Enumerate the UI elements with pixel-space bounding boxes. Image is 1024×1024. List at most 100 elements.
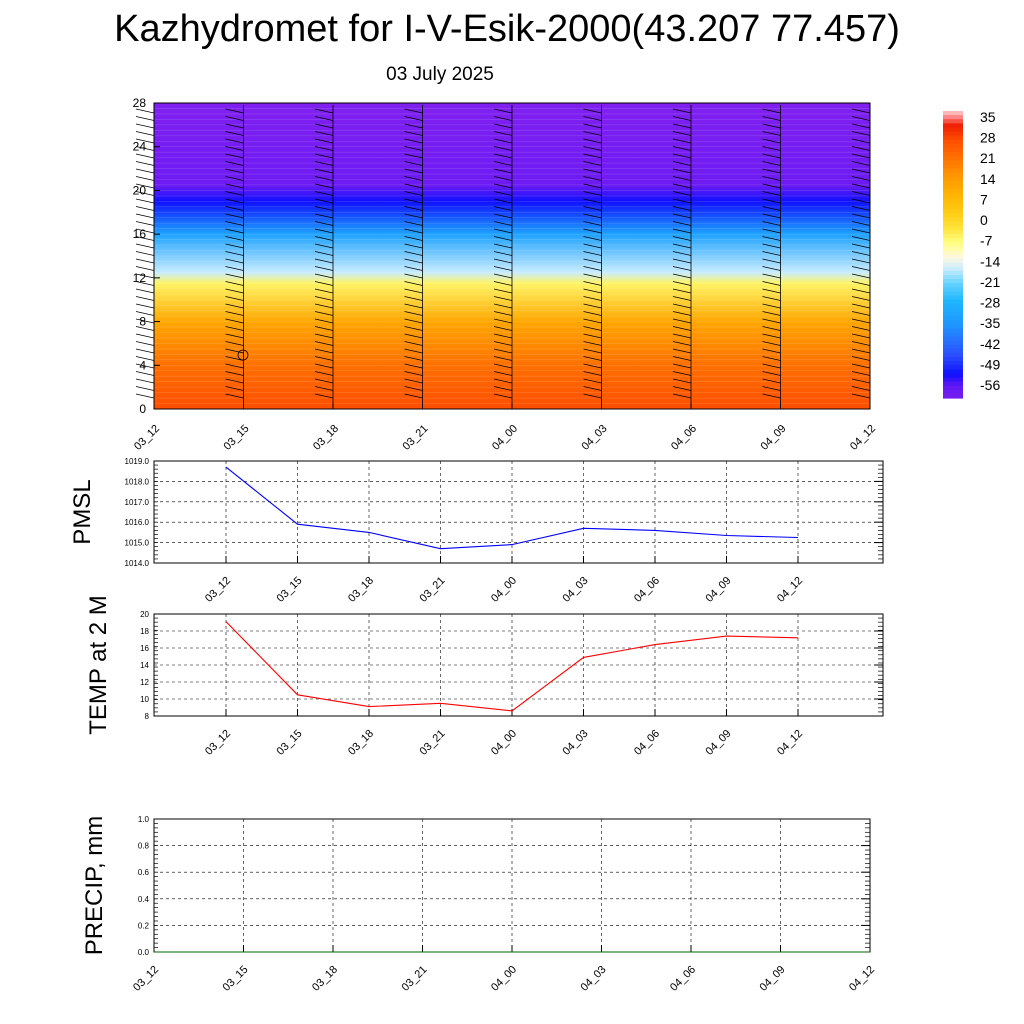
wind-barb bbox=[851, 371, 871, 376]
wind-barb bbox=[135, 123, 155, 129]
wind-barb bbox=[583, 363, 602, 369]
wind-barb bbox=[493, 311, 513, 316]
wind-barb bbox=[493, 228, 513, 234]
wind-barb bbox=[493, 236, 513, 241]
wind-barb bbox=[225, 251, 244, 256]
wind-barb bbox=[314, 281, 334, 286]
colorbar-swatch bbox=[943, 373, 963, 379]
wind-barb bbox=[851, 198, 871, 204]
wind-barb bbox=[135, 386, 155, 391]
wind-barb bbox=[404, 311, 423, 316]
chart-title: Kazhydromet for I-V-Esik-2000(43.207 77.… bbox=[114, 8, 900, 50]
wind-barb bbox=[493, 258, 513, 264]
wind-barb bbox=[583, 273, 602, 279]
x-tick-label: 04_09 bbox=[759, 423, 789, 453]
wind-barb bbox=[851, 393, 871, 399]
wind-barb bbox=[493, 356, 513, 361]
colorbar-swatch bbox=[943, 156, 963, 161]
wind-barb bbox=[762, 191, 781, 196]
wind-barb bbox=[225, 191, 244, 196]
wind-barb bbox=[762, 213, 781, 219]
colorbar-swatch bbox=[943, 164, 963, 169]
wind-barb bbox=[583, 236, 602, 241]
wind-barb bbox=[672, 273, 692, 279]
colorbar-swatch bbox=[943, 143, 963, 149]
x-tick-label: 03_15 bbox=[275, 575, 305, 605]
wind-barb bbox=[762, 273, 781, 279]
wind-barb bbox=[583, 123, 602, 129]
colorbar-label: 21 bbox=[980, 150, 996, 166]
wind-barb bbox=[672, 168, 692, 174]
colorbar-swatch bbox=[943, 303, 963, 309]
wind-barb bbox=[672, 386, 692, 391]
wind-barb bbox=[583, 371, 602, 376]
wind-barb bbox=[672, 198, 692, 204]
wind-barb bbox=[851, 108, 871, 114]
wind-barb bbox=[135, 221, 155, 226]
colorbar-swatch bbox=[943, 254, 963, 260]
wind-barb bbox=[493, 266, 513, 271]
colorbar-label: -35 bbox=[980, 315, 1000, 331]
wind-barb bbox=[851, 236, 871, 241]
wind-barb bbox=[851, 303, 871, 309]
wind-barb bbox=[493, 243, 513, 249]
x-tick-label: 04_00 bbox=[489, 964, 519, 994]
wind-barb bbox=[672, 371, 692, 376]
series-line bbox=[225, 621, 799, 712]
x-tick-label: 04_12 bbox=[847, 964, 877, 994]
wind-barb bbox=[314, 348, 334, 354]
y-tick-label: 8 bbox=[139, 315, 146, 329]
wind-barb bbox=[314, 153, 334, 159]
wind-barb bbox=[762, 348, 781, 354]
y-tick-label: 4 bbox=[139, 358, 146, 372]
wind-barb bbox=[672, 303, 692, 309]
wind-barb bbox=[135, 356, 155, 361]
wind-barb bbox=[404, 393, 423, 399]
colorbar: 35 28 21 14 7 0 -7 -14 -21 -28 -35 -42 -49 -56 bbox=[943, 109, 1000, 399]
wind-barb bbox=[851, 296, 871, 301]
wind-barb bbox=[404, 333, 423, 339]
colorbar-label: -49 bbox=[980, 356, 1000, 372]
wind-barb bbox=[225, 326, 244, 331]
wind-barb bbox=[225, 213, 244, 219]
wind-barb bbox=[135, 243, 155, 249]
wind-barb bbox=[135, 108, 155, 114]
colorbar-swatch bbox=[943, 135, 963, 141]
wind-barb bbox=[225, 123, 244, 129]
wind-barb bbox=[135, 311, 155, 316]
wind-barb bbox=[493, 393, 513, 399]
wind-barb bbox=[314, 326, 334, 331]
wind-barb bbox=[762, 386, 781, 391]
colorbar-swatch bbox=[943, 344, 963, 350]
wind-barb bbox=[583, 288, 602, 294]
wind-barb bbox=[762, 258, 781, 264]
colorbar-swatch bbox=[943, 270, 963, 276]
wind-barb bbox=[404, 183, 423, 189]
colorbar-swatch bbox=[943, 176, 963, 182]
x-tick-label: 04_00 bbox=[490, 423, 520, 453]
wind-barb bbox=[135, 348, 155, 354]
wind-barb bbox=[135, 168, 155, 174]
wind-barb bbox=[583, 161, 602, 166]
wind-barb bbox=[135, 326, 155, 331]
temperature-panel: 8 10 12 14 16 18 20 03_12 03_15 03_18 03_21 04_00 04… bbox=[85, 595, 884, 758]
wind-barb bbox=[493, 161, 513, 166]
wind-barb bbox=[314, 206, 334, 211]
wind-barb bbox=[583, 153, 602, 159]
colorbar-swatch bbox=[943, 152, 963, 157]
wind-barb bbox=[672, 131, 692, 136]
wind-barb bbox=[314, 183, 334, 189]
y-tick-label: 1.0 bbox=[138, 815, 150, 824]
wind-barb bbox=[404, 153, 423, 159]
wind-barb bbox=[851, 146, 871, 151]
wind-barb bbox=[493, 348, 513, 354]
wind-barb bbox=[493, 191, 513, 196]
wind-barb bbox=[314, 176, 334, 181]
wind-barb bbox=[135, 363, 155, 369]
wind-barb bbox=[404, 123, 423, 129]
wind-barb bbox=[225, 393, 244, 399]
wind-barb bbox=[135, 153, 155, 159]
colorbar-label: 28 bbox=[980, 130, 996, 146]
wind-barb bbox=[583, 131, 602, 136]
wind-barb bbox=[225, 266, 244, 271]
